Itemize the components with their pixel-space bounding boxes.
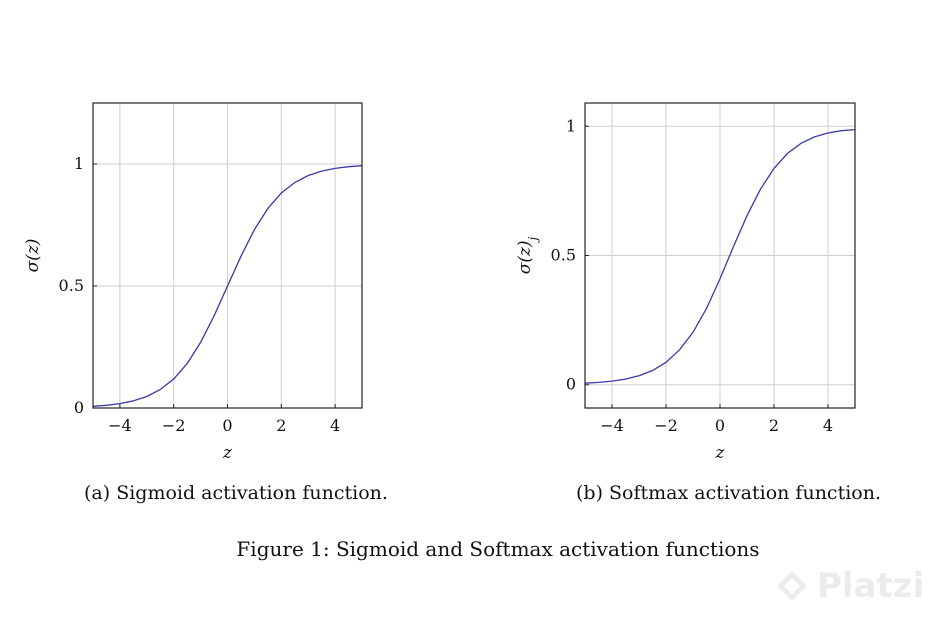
sigmoid-ytick-label: 1 [74, 154, 84, 173]
watermark-text: Platzi [817, 566, 925, 606]
softmax-yaxis-label-subscript: j [526, 236, 540, 243]
softmax-xtick-label: −4 [600, 416, 624, 435]
sigmoid-yaxis-label: σ(z) [23, 239, 43, 273]
softmax-xaxis-label: z [715, 443, 726, 463]
sigmoid-ytick-label: 0.5 [59, 276, 84, 295]
sigmoid-xtick-label: 4 [330, 416, 340, 435]
softmax-curve [584, 128, 856, 384]
softmax-ytick-label: 0.5 [551, 246, 576, 265]
sigmoid-xtick-label: −2 [162, 416, 186, 435]
platzi-watermark: Platzi [775, 566, 924, 606]
sigmoid-curve [92, 165, 363, 407]
sigmoid-ytick-label: 0 [74, 398, 84, 417]
caption-softmax: (b) Softmax activation function. [576, 482, 881, 504]
caption-sigmoid: (a) Sigmoid activation function. [84, 482, 388, 504]
platzi-logo-icon [777, 571, 807, 601]
softmax-yaxis-label: σ(z)j [515, 236, 540, 274]
figure-caption: Figure 1: Sigmoid and Softmax activation… [236, 537, 760, 561]
sigmoid-xaxis-label: z [222, 443, 233, 463]
softmax-ytick-label: 0 [566, 375, 576, 394]
softmax-xtick-label: 2 [769, 416, 779, 435]
sigmoid-xtick-label: −4 [108, 416, 132, 435]
sigmoid-xtick-label: 2 [276, 416, 286, 435]
softmax-xtick-label: −2 [654, 416, 678, 435]
softmax-xtick-label: 0 [715, 416, 725, 435]
sigmoid-xtick-label: 0 [222, 416, 232, 435]
softmax-ytick-label: 1 [566, 116, 576, 135]
softmax-xtick-label: 4 [823, 416, 833, 435]
